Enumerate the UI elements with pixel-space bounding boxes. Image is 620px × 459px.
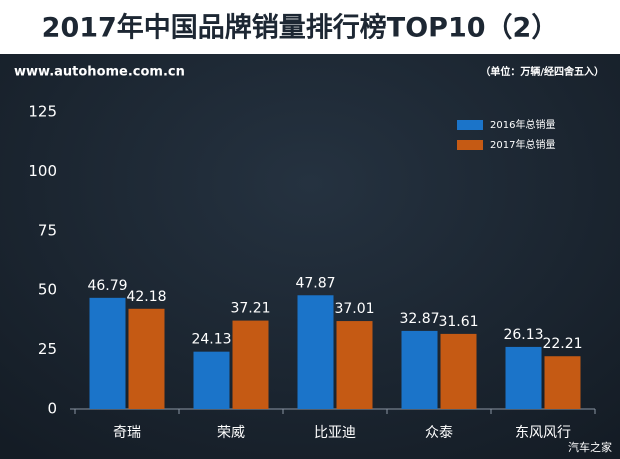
y-tick-label: 25	[38, 340, 57, 358]
bar	[544, 356, 581, 409]
x-tick-label: 比亚迪	[314, 425, 356, 441]
legend-label: 2016年总销量	[490, 118, 555, 131]
bar	[297, 295, 334, 409]
value-label: 37.01	[334, 301, 374, 317]
y-tick-label: 75	[38, 221, 57, 239]
bar	[89, 297, 126, 409]
legend-swatch	[457, 140, 483, 150]
watermark: 汽车之家	[568, 440, 612, 454]
bar	[336, 321, 373, 409]
legend-label: 2017年总销量	[490, 138, 555, 151]
bar	[401, 330, 438, 409]
chart-title: 2017年中国品牌销量排行榜TOP10（2）	[42, 12, 559, 44]
value-label: 42.18	[126, 289, 166, 305]
subtitle: www.autohome.com.cn	[14, 65, 185, 80]
unit-note: （单位：万辆/经四舍五入）	[480, 65, 604, 78]
bar	[128, 308, 165, 409]
x-tick-label: 荣威	[217, 425, 245, 441]
x-tick-label: 东风风行	[515, 425, 571, 441]
value-label: 37.21	[230, 301, 270, 317]
bar	[440, 333, 477, 409]
title-band	[0, 0, 620, 54]
y-tick-label: 100	[28, 162, 57, 180]
value-label: 31.61	[438, 314, 478, 330]
legend-swatch	[457, 120, 483, 130]
value-label: 24.13	[191, 332, 231, 348]
bar	[505, 346, 542, 409]
x-tick-label: 奇瑞	[113, 424, 141, 441]
value-label: 46.79	[87, 278, 127, 294]
y-tick-label: 50	[38, 281, 57, 299]
bar	[193, 351, 230, 409]
bar	[232, 320, 269, 409]
value-label: 47.87	[295, 275, 335, 291]
y-tick-label: 125	[28, 103, 57, 121]
y-tick-label: 0	[47, 400, 57, 418]
x-tick-label: 众泰	[425, 425, 453, 441]
value-label: 22.21	[542, 336, 582, 352]
value-label: 26.13	[503, 327, 543, 343]
value-label: 32.87	[399, 311, 439, 327]
